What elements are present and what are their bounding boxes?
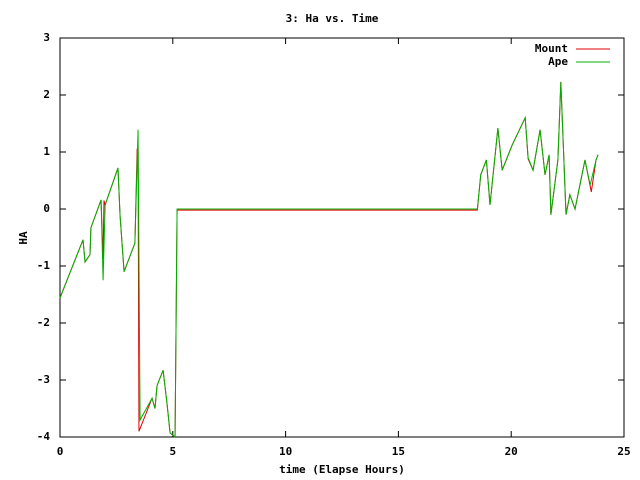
y-tick-label: -4: [37, 430, 51, 443]
y-tick-label: 0: [43, 202, 50, 215]
legend-label: Ape: [548, 55, 568, 68]
y-axis-label: HA: [17, 231, 30, 245]
x-tick-label: 5: [169, 445, 176, 458]
legend-label: Mount: [535, 42, 568, 55]
y-tick-label: -3: [37, 373, 50, 386]
x-tick-label: 0: [57, 445, 64, 458]
plot-frame: [59, 37, 625, 438]
data-line: [59, 81, 599, 439]
x-tick-label: 10: [279, 445, 292, 458]
y-tick-label: -1: [37, 259, 51, 272]
y-tick-label: -2: [37, 316, 50, 329]
x-axis-label: time (Elapse Hours): [279, 463, 405, 476]
x-tick-label: 15: [392, 445, 405, 458]
x-tick-label: 25: [617, 445, 630, 458]
x-tick-label: 20: [505, 445, 518, 458]
y-tick-label: 2: [43, 88, 50, 101]
y-tick-label: 3: [43, 31, 50, 44]
y-tick-label: 1: [43, 145, 50, 158]
chart-title: 3: Ha vs. Time: [286, 12, 379, 25]
